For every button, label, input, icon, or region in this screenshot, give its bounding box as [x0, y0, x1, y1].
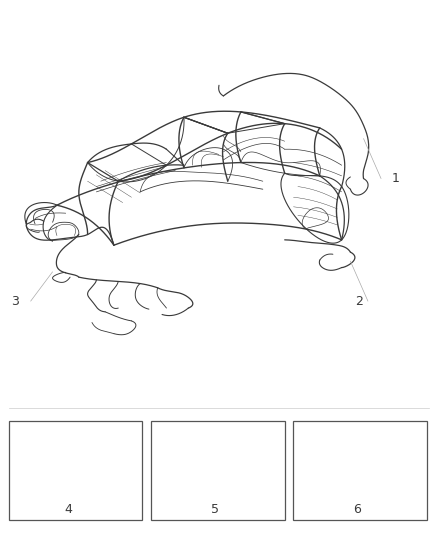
Text: 6: 6 — [353, 503, 361, 516]
Bar — [293, 421, 427, 520]
Text: 4: 4 — [64, 503, 72, 516]
Text: 3: 3 — [11, 295, 19, 308]
Bar — [9, 421, 142, 520]
Text: 5: 5 — [211, 503, 219, 516]
Bar — [151, 421, 285, 520]
Text: 1: 1 — [392, 172, 400, 185]
Text: 2: 2 — [355, 295, 363, 308]
